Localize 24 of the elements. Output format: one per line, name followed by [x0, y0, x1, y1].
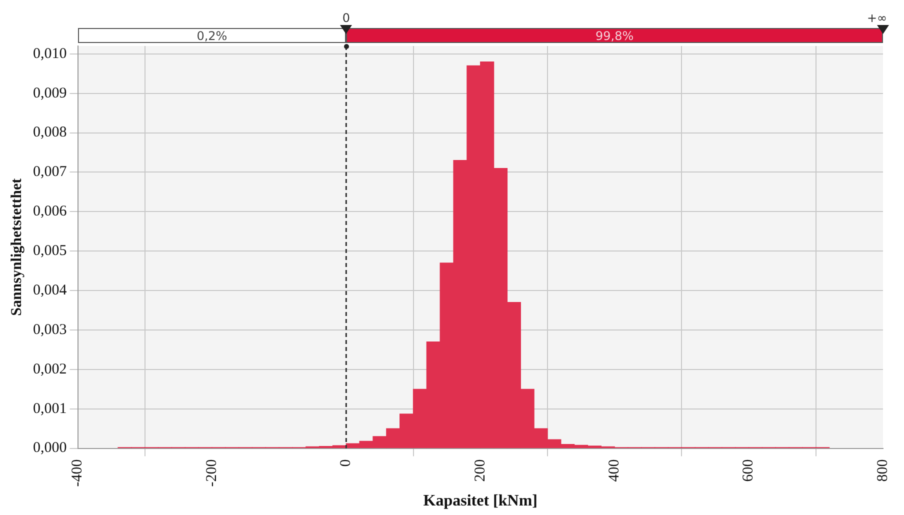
x-tick-label: 600 — [740, 459, 757, 482]
text: 0,2% — [78, 28, 346, 43]
y-tick-label: 0,004 — [33, 282, 68, 298]
y-tick-label: 0,005 — [33, 243, 67, 260]
x-tick-label: 200 — [472, 459, 488, 482]
y-tick-label: 0,000 — [33, 440, 67, 456]
x-tick-label: 0 — [338, 459, 354, 467]
text: +∞ — [866, 11, 888, 25]
y-tick-label: 0,006 — [33, 204, 68, 220]
y-tick-label: 0,007 — [33, 164, 68, 180]
y-tick-label: 0,010 — [33, 46, 67, 62]
x-tick-label: 800 — [874, 459, 891, 482]
text: 99,8% — [346, 28, 883, 43]
x-tick-label: -200 — [204, 459, 220, 487]
y-tick-label: 0,008 — [33, 124, 67, 141]
y-tick-label: 0,001 — [33, 400, 67, 417]
x-tick-label: 400 — [606, 459, 623, 482]
text: 0 — [342, 11, 350, 25]
y-axis-title: Sannsynlighetstetthet — [8, 178, 25, 316]
x-axis-title: Kapasitet [kNm] — [423, 492, 538, 510]
y-tick-label: 0,003 — [33, 322, 67, 338]
x-tick-label: -400 — [70, 459, 86, 487]
y-tick-label: 0,009 — [33, 85, 67, 102]
y-tick-label: 0,002 — [33, 361, 67, 378]
